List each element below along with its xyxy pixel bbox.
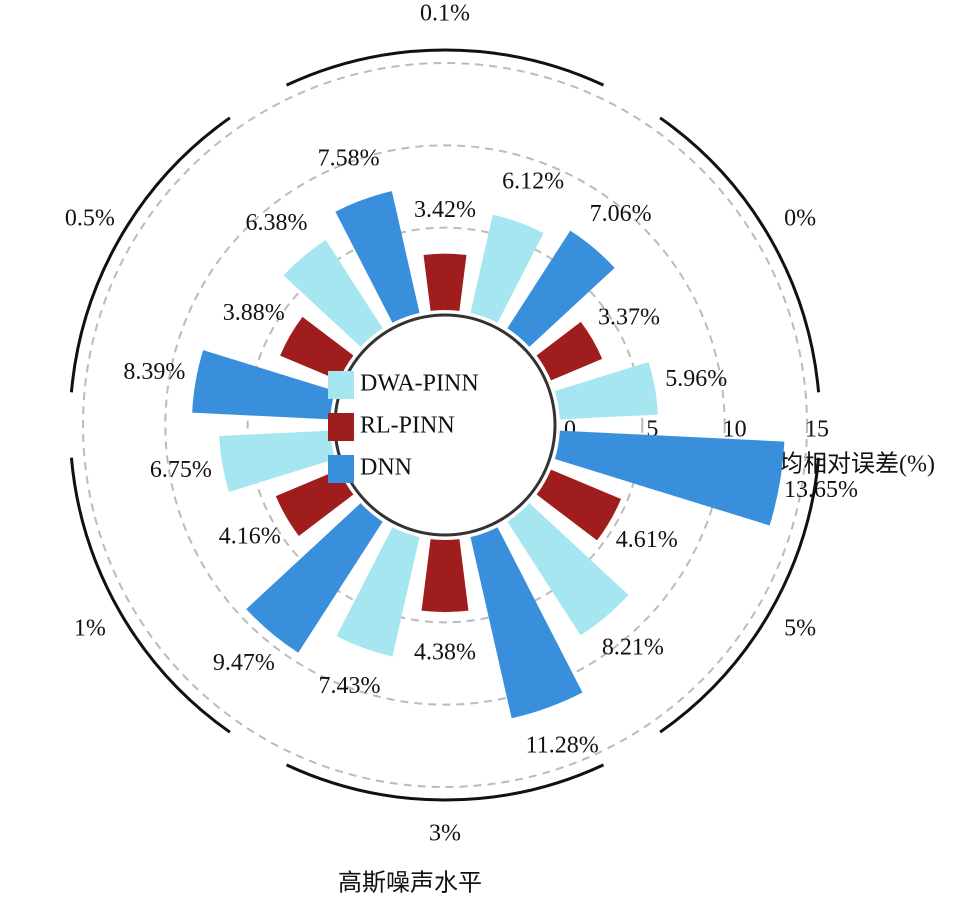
value-label: 8.39% [123, 359, 185, 385]
value-label: 7.06% [590, 201, 652, 227]
bar [536, 469, 621, 541]
grid-circle [82, 62, 808, 788]
group-arc [285, 48, 605, 87]
group-arc [285, 763, 605, 802]
legend-label: RL-PINN [360, 413, 455, 439]
legend-label: DNN [360, 455, 412, 481]
grid-circle [246, 226, 644, 624]
value-label: 6.75% [150, 457, 212, 483]
group-arc [69, 116, 231, 393]
bar [507, 503, 629, 636]
value-label: 9.47% [213, 650, 275, 676]
bar [246, 503, 383, 653]
group-arc [659, 116, 821, 393]
category-label: 3% [429, 821, 461, 847]
y-tick-label: 15 [805, 417, 829, 443]
bar [336, 527, 420, 657]
category-label: 1% [74, 616, 106, 642]
x-axis-label: 高斯噪声水平 [338, 870, 482, 897]
bar [275, 469, 354, 536]
legend-swatch [328, 413, 354, 441]
y-axis-label: 平均相对误差(%) [755, 451, 935, 478]
legend-label: DWA-PINN [360, 371, 479, 397]
bar [554, 430, 785, 526]
category-label: 5% [784, 616, 816, 642]
value-label: 11.28% [526, 733, 599, 759]
bar [470, 214, 544, 323]
grid-circle [164, 144, 726, 706]
legend-swatch [328, 371, 354, 399]
legend-swatch [328, 455, 354, 483]
bar [280, 316, 354, 381]
value-label: 8.21% [602, 634, 664, 660]
category-label: 0.5% [65, 206, 115, 232]
bar [507, 230, 615, 347]
bar [470, 527, 583, 719]
bar [421, 539, 469, 613]
value-label: 6.38% [246, 210, 308, 236]
category-label: 0% [784, 206, 816, 232]
value-label: 7.58% [318, 146, 380, 172]
value-label: 4.38% [414, 640, 476, 666]
bar [335, 191, 420, 323]
bar [536, 321, 603, 381]
category-label: 0.1% [420, 1, 470, 27]
value-label: 4.61% [616, 527, 678, 553]
bar [219, 430, 336, 492]
value-label: 3.42% [414, 197, 476, 223]
value-label: 4.16% [219, 523, 281, 549]
y-tick-label: 10 [723, 417, 747, 443]
value-label: 3.37% [598, 304, 660, 330]
value-label: 3.88% [223, 300, 285, 326]
group-arc [659, 457, 821, 734]
value-label: 5.96% [665, 366, 727, 392]
bar [554, 361, 658, 420]
value-label: 7.43% [318, 673, 380, 699]
bar [423, 253, 467, 311]
bar [283, 240, 383, 347]
value-label: 13.65% [784, 477, 858, 503]
bar [192, 350, 336, 420]
group-arc [69, 457, 231, 734]
value-label: 6.12% [502, 168, 564, 194]
